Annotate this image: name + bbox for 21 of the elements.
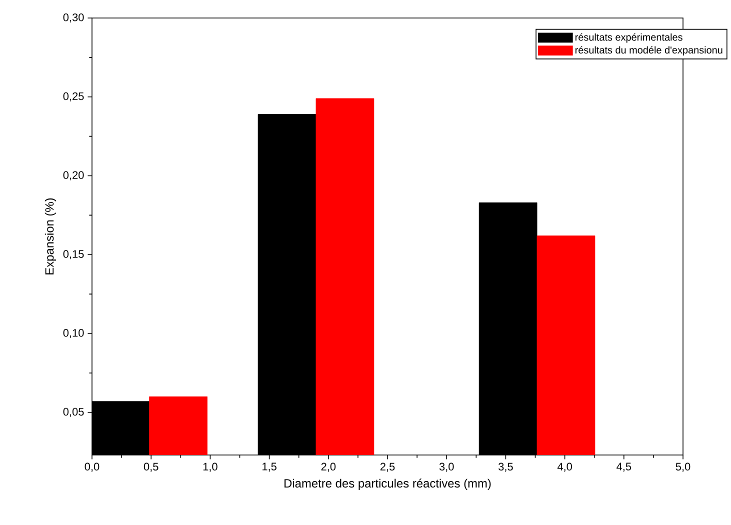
y-tick-label: 0,10 <box>63 329 84 338</box>
x-axis-title: Diametre des particules réactives (mm) <box>284 478 491 490</box>
y-tick-label: 0,15 <box>63 250 84 260</box>
x-tick-label: 3,5 <box>498 462 513 472</box>
x-tick-label: 0,5 <box>144 462 158 472</box>
x-tick-label: 4,5 <box>616 462 632 472</box>
legend-label: résultats du modéle d'expansionu <box>575 46 722 56</box>
y-axis-title: Expansion (%) <box>44 198 56 274</box>
y-tick-label: 0,30 <box>63 13 84 23</box>
y-tick-label: 0,05 <box>63 408 84 417</box>
x-tick-label: 5,0 <box>676 462 690 472</box>
x-tick-label: 3,0 <box>439 462 454 472</box>
x-tick-label: 1,5 <box>262 462 276 472</box>
legend-label: résultats expérimentales <box>575 33 682 43</box>
x-tick-label: 4,0 <box>557 462 572 472</box>
y-tick-label: 0,25 <box>63 92 84 102</box>
x-tick-label: 1,0 <box>203 462 218 472</box>
x-tick-label: 2,5 <box>380 462 395 472</box>
x-tick-label: 2,0 <box>321 462 336 472</box>
x-tick-label: 0,0 <box>84 462 100 472</box>
y-tick-label: 0,20 <box>63 171 84 180</box>
